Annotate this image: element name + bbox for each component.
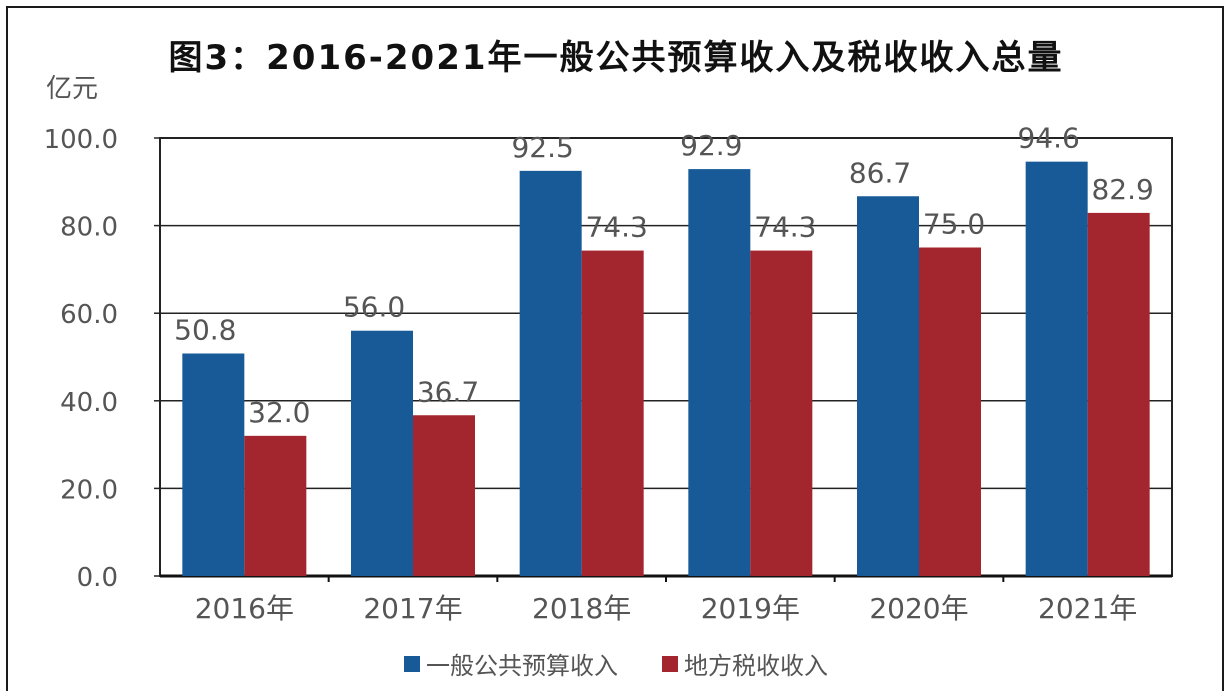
x-tick-label: 2020年 [869,592,968,625]
x-tick-label: 2018年 [532,592,631,625]
y-tick-label: 40.0 [60,388,118,418]
data-label: 75.0 [923,208,985,241]
legend: 一般公共预算收入 地方税收收入 [0,646,1232,681]
x-tick-label: 2017年 [363,592,462,625]
data-label: 92.9 [680,129,742,162]
data-label: 92.5 [511,131,573,164]
chart-title: 图3：2016-2021年一般公共预算收入及税收收入总量 [168,38,1064,78]
y-tick-label: 100.0 [44,125,118,155]
plot-area [159,137,1173,577]
data-label: 56.0 [343,291,405,324]
bar-series-1 [688,169,751,576]
legend-swatch-series-1 [404,655,420,672]
bar-series-2 [413,415,475,576]
bar-series-1 [519,170,582,576]
y-tick-label: 0.0 [77,563,118,593]
bar-series-2 [244,435,307,576]
bar-series-2 [1087,212,1150,576]
bar-series-2 [581,250,644,577]
legend-swatch-series-2 [662,655,678,672]
y-tick-label: 80.0 [60,213,118,243]
data-label: 50.8 [174,313,236,346]
x-tick-label: 2019年 [701,592,800,625]
data-label: 82.9 [1091,173,1153,206]
bar-series-2 [919,247,981,576]
data-label: 74.3 [754,211,816,244]
y-tick-label: 20.0 [60,475,118,505]
bar-series-1 [351,330,413,576]
y-tick-label: 60.0 [60,300,118,330]
legend-label-series-2: 地方税收收入 [684,652,828,680]
chart-frame [6,6,1224,691]
legend-item-series-2: 地方税收收入 [662,646,828,681]
data-label: 94.6 [1017,122,1079,155]
data-label: 74.3 [585,211,647,244]
data-label: 86.7 [849,156,911,189]
data-label: 32.0 [248,396,310,429]
bar-series-2 [750,250,813,577]
bar-series-1 [1025,161,1088,577]
legend-item-series-1: 一般公共预算收入 [404,646,618,681]
bar-series-1 [857,196,919,576]
x-tick-label: 2021年 [1038,592,1137,625]
legend-label-series-1: 一般公共预算收入 [426,652,618,680]
data-label: 36.7 [417,375,479,408]
y-axis-unit: 亿元 [46,74,99,104]
x-tick-label: 2016年 [195,592,294,625]
bar-series-1 [182,353,245,576]
